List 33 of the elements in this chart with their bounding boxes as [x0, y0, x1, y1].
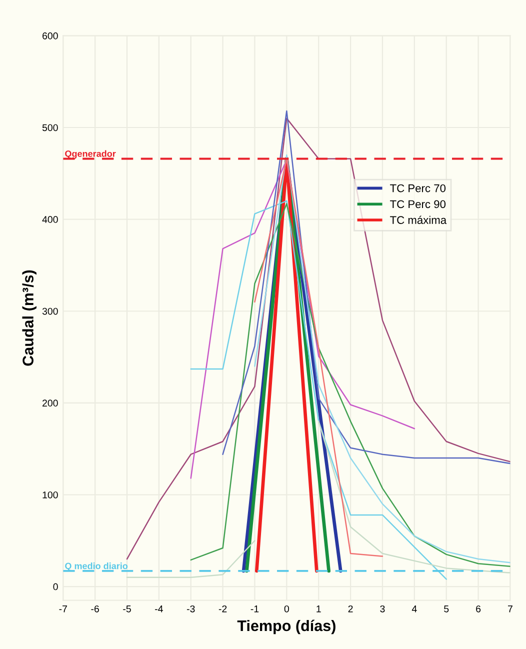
legend-label: TC Perc 70	[390, 184, 446, 192]
line-series	[254, 154, 510, 564]
y-tick-label: 300	[42, 308, 58, 315]
x-tick-label: 3	[380, 605, 385, 612]
x-tick-label: -1	[250, 606, 259, 612]
x-tick-label: -6	[91, 605, 99, 612]
x-tick-label: -2	[218, 605, 227, 612]
x-tick-label: -5	[123, 606, 131, 612]
x-tick-label: -3	[186, 605, 195, 612]
y-tick-label: 500	[42, 124, 58, 132]
x-tick-label: 6	[476, 605, 481, 612]
x-axis-title: Tiempo (días)	[237, 620, 336, 634]
x-tick-label: -4	[155, 606, 163, 612]
x-tick-label: 5	[444, 606, 449, 612]
x-tick-label: 0	[284, 605, 289, 612]
y-axis-title: Caudal (m³/s)	[22, 270, 36, 366]
line-series	[222, 110, 510, 464]
x-tick-label: -7	[59, 606, 67, 612]
ref-line-label: Qgenerador	[65, 150, 116, 159]
y-tick-label: 400	[42, 216, 58, 223]
x-tick-label: 2	[348, 605, 353, 612]
y-tick-label: 0	[53, 583, 58, 590]
legend-label: TC Perc 90	[390, 200, 446, 208]
y-tick-label: 100	[42, 491, 58, 498]
x-tick-label: 4	[412, 606, 417, 612]
x-tick-label: 7	[508, 606, 512, 612]
line-series	[126, 118, 510, 560]
line-series	[190, 200, 447, 580]
x-tick-label: 1	[316, 606, 321, 612]
y-tick-label: 200	[42, 400, 58, 407]
legend-label: TC máxima	[390, 216, 447, 224]
line-series	[254, 158, 384, 557]
y-tick-label: 600	[42, 32, 58, 40]
